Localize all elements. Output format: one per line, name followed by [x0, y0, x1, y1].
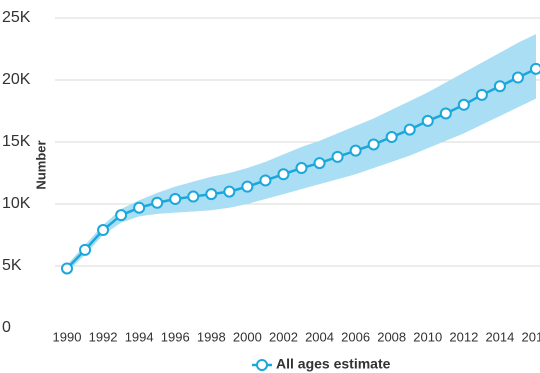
point — [61, 262, 73, 275]
x-tick-label: 2002 — [269, 329, 298, 344]
point — [511, 71, 524, 84]
point — [241, 180, 254, 193]
point — [205, 188, 218, 201]
x-tick-label: 1998 — [197, 329, 226, 344]
x-tick-label: 2010 — [413, 329, 442, 344]
uncertainty-band — [67, 34, 536, 273]
point — [457, 98, 470, 111]
x-tick-label: 1990 — [53, 329, 82, 344]
point — [367, 138, 380, 151]
point — [403, 123, 416, 136]
point — [79, 243, 92, 256]
y-tick-label: 25K — [2, 9, 31, 26]
point — [115, 209, 128, 222]
y-tick-label: 5K — [2, 257, 22, 274]
x-tick-label: 1992 — [89, 329, 118, 344]
x-tick-label: 2004 — [305, 329, 334, 344]
x-tick-label: 2016 — [522, 329, 540, 344]
point — [151, 196, 164, 209]
point — [385, 131, 398, 144]
x-tick-label: 2008 — [377, 329, 406, 344]
point — [493, 80, 506, 93]
point — [133, 201, 146, 214]
point — [295, 162, 308, 175]
point — [187, 190, 200, 203]
point — [439, 107, 452, 120]
point — [475, 88, 488, 101]
x-tick-label: 1994 — [125, 329, 154, 344]
point — [169, 193, 182, 206]
point — [349, 144, 362, 157]
y-axis-label: Number — [33, 140, 48, 189]
x-tick-label: 2006 — [341, 329, 370, 344]
point — [259, 174, 272, 187]
point — [421, 114, 434, 127]
point — [223, 185, 236, 198]
point — [277, 168, 290, 181]
y-tick-label: 20K — [2, 71, 31, 88]
plot: 0 5K 10K 15K 20K 25K 1990 1992 1994 1996 1998 2000 2… — [2, 9, 540, 344]
y-tick-label: 15K — [2, 133, 31, 150]
x-tick-label: 1996 — [161, 329, 190, 344]
y-tick-label: 0 — [2, 319, 11, 336]
y-tick-label: 10K — [2, 195, 31, 212]
point — [97, 224, 110, 237]
x-tick-label: 2014 — [485, 329, 514, 344]
x-tick-label: 2000 — [233, 329, 262, 344]
legend-marker — [256, 359, 268, 371]
point — [313, 157, 326, 170]
x-tick-label: 2012 — [449, 329, 478, 344]
legend-label: All ages estimate — [276, 356, 391, 372]
point — [530, 62, 540, 75]
point — [331, 150, 344, 163]
